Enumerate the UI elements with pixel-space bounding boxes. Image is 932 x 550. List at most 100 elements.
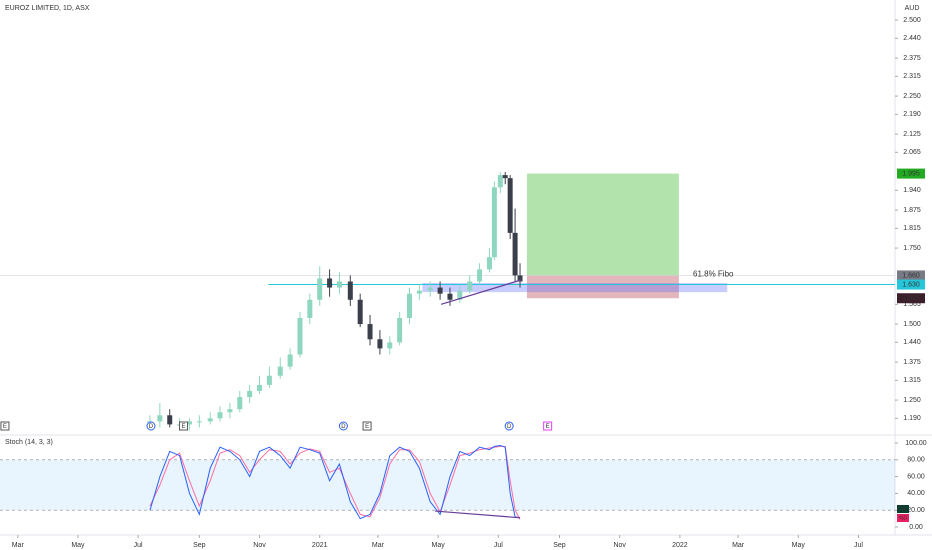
legend-badge [897,514,909,522]
y-tick-label: 1.750 [903,245,921,252]
candle-body [186,421,192,425]
price-badge [897,293,925,304]
y-tick-label: 1.815 [903,225,921,232]
x-tick-label: Sep [193,542,206,549]
y-tick-label: 2.250 [903,93,921,100]
x-tick-label: Jul [854,542,863,549]
x-tick-label: Mar [372,542,385,549]
candle-body [157,415,163,422]
legend-label: %K [899,506,907,512]
candle-body [347,281,353,300]
y-tick-label: 100.00 [905,440,927,447]
candle-body [227,409,233,413]
event-label: E [3,424,7,430]
y-tick-label: 1.875 [903,207,921,214]
price-badge [897,270,925,281]
candle-body [297,317,303,355]
candle-body [517,275,523,282]
x-tick-label: Nov [253,542,266,549]
candle-body [287,354,293,367]
y-tick-label: 0.00 [909,524,923,531]
candle-body [266,375,272,385]
candle-body [507,178,513,233]
price-badge-label: 1.630 [902,281,920,288]
event-marker [338,421,348,431]
price-badge-label: 1.585 [902,295,920,302]
y-tick-label: 1.940 [903,187,921,194]
legend-badge [897,505,909,513]
stoch-line [149,444,521,520]
x-tick-label: Jul [494,542,503,549]
event-label: D [507,424,512,430]
legend-label: %D [899,515,907,521]
event-label: E [365,424,369,430]
candle-body [277,366,283,376]
x-tick-label: Mar [12,542,25,549]
y-tick-label: 1.190 [903,415,921,422]
x-tick-label: Mar [732,542,745,549]
candle-body [416,290,422,294]
candle-body [387,342,393,349]
y-tick-label: 2.500 [903,17,921,24]
candle-body [367,324,373,340]
x-tick-label: 2021 [312,542,328,549]
candle-body [491,187,497,258]
candle-body [247,390,253,398]
event-label: E [546,424,550,430]
event-marker [0,421,10,431]
currency: AUD [905,5,920,12]
event-marker [543,421,553,431]
event-label: E [182,424,186,430]
y-tick-label: 1.440 [903,339,921,346]
y-tick-label: 1.500 [903,321,921,328]
y-tick-label: 1.315 [903,377,921,384]
y-tick-label: 1.250 [903,397,921,404]
x-tick-label: 2022 [672,542,688,549]
y-tick-label: 2.315 [903,73,921,80]
event-marker [179,421,189,431]
y-tick-label: 2.190 [903,111,921,118]
candle-body [427,287,433,291]
event-label: D [341,424,346,430]
stoch-line [149,445,521,520]
candle-body [407,293,413,318]
price-badge-label: 1.995 [902,170,920,177]
y-tick-label: 1.375 [903,359,921,366]
y-tick-label: 80.00 [907,457,925,464]
candle-body [207,418,213,422]
event-marker [362,421,372,431]
candle-body [317,278,323,300]
trendline [440,279,522,305]
x-tick-label: Sep [553,542,566,549]
candle-body [196,421,202,423]
candle-body [257,384,263,391]
candle-body [327,278,333,288]
target-zone [526,173,679,276]
x-tick-label: May [792,542,806,549]
candle-body [357,299,363,325]
price-badge-label: 1.660 [902,272,920,279]
candle-body [307,299,313,318]
candle-body [512,232,518,276]
fibo-zone [422,283,728,293]
candle-body [457,290,463,300]
price-badge [897,168,925,179]
y-tick-label: 2.125 [903,131,921,138]
candle-body [497,175,503,188]
candle-body [336,281,342,288]
y-tick-label: 2.375 [903,55,921,62]
candle-body [237,397,243,410]
candle-body [397,317,403,343]
y-tick-label: 1.565 [903,301,921,308]
candle-body [477,269,483,282]
event-label: D [149,424,154,430]
indicator-title: Stoch (14, 3, 3) [5,439,53,446]
chart-title: EUROZ LIMITED, 1D, ASX [5,5,90,12]
price-badge [897,279,925,290]
candle-body [486,257,492,270]
candle-body [502,175,508,179]
stoch-trendline [435,510,521,519]
y-tick-label: 40.00 [907,490,925,497]
